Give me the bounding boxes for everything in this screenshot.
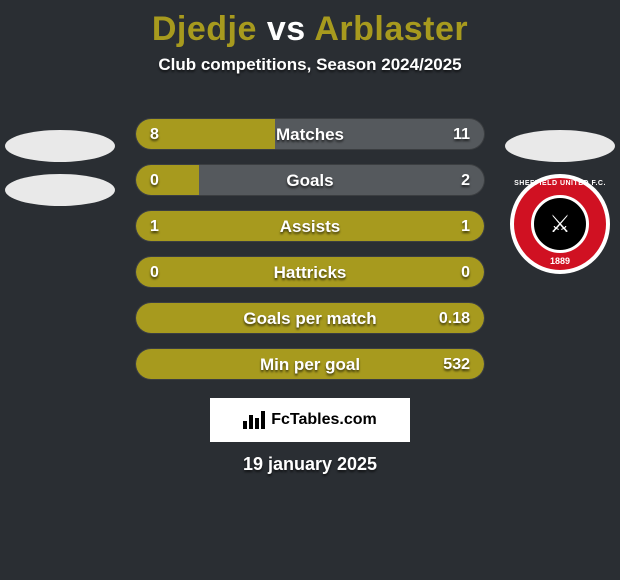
sheffield-united-crest: ⚔ SHEFFIELD UNITED F.C. 1889	[510, 174, 610, 274]
comparison-title: Djedje vs Arblaster	[0, 0, 620, 49]
subtitle: Club competitions, Season 2024/2025	[0, 55, 620, 75]
player2-name: Arblaster	[314, 10, 468, 48]
stat-row: 00Hattricks	[135, 256, 485, 288]
stat-row: 0.18Goals per match	[135, 302, 485, 334]
crest-text-top: SHEFFIELD UNITED F.C.	[510, 180, 610, 187]
crest-text-year: 1889	[510, 256, 610, 266]
team-placeholder-ellipse	[5, 174, 115, 206]
stat-label: Assists	[136, 211, 484, 241]
team-placeholder-ellipse	[5, 130, 115, 162]
stat-label: Goals	[136, 165, 484, 195]
stat-label: Hattricks	[136, 257, 484, 287]
stat-label: Min per goal	[136, 349, 484, 379]
snapshot-date: 19 january 2025	[0, 454, 620, 475]
footer-brand-text: FcTables.com	[271, 411, 377, 429]
left-badge-column	[0, 118, 120, 218]
team-placeholder-ellipse	[505, 130, 615, 162]
crossed-swords-icon: ⚔	[549, 210, 571, 239]
stat-row: 532Min per goal	[135, 348, 485, 380]
stat-row: 11Assists	[135, 210, 485, 242]
chart-bars-icon	[243, 411, 265, 429]
right-badge-column: ⚔ SHEFFIELD UNITED F.C. 1889	[500, 118, 620, 282]
stat-label: Matches	[136, 119, 484, 149]
player1-name: Djedje	[152, 10, 257, 48]
stat-row: 811Matches	[135, 118, 485, 150]
footer-brand-badge: FcTables.com	[210, 398, 410, 442]
stats-container: 811Matches 02Goals 11Assists 00Hattricks 0.1…	[135, 118, 485, 394]
stat-row: 02Goals	[135, 164, 485, 196]
stat-label: Goals per match	[136, 303, 484, 333]
vs-word: vs	[267, 10, 306, 48]
